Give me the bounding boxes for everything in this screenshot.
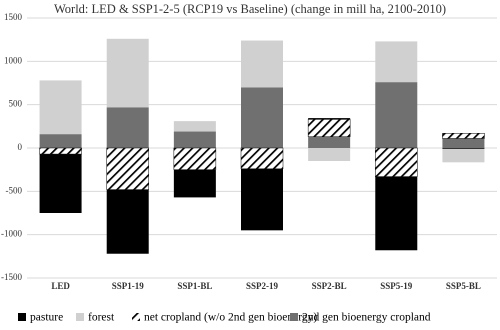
legend-swatch	[76, 313, 84, 321]
legend-label: 2nd gen bioenergy cropland	[302, 312, 431, 324]
bar-segment	[39, 80, 82, 135]
bar-segment	[241, 168, 283, 231]
chart-title: World: LED & SSP1-2-5 (RCP19 vs Baseline…	[54, 2, 446, 16]
y-tick-label: 1000	[4, 55, 23, 65]
y-tick-label: -1500	[1, 272, 22, 282]
bar-segment	[106, 107, 149, 148]
bar-segment	[307, 119, 351, 137]
y-tick-label: 0	[18, 142, 23, 152]
bar-segment	[39, 154, 82, 213]
bar-segment	[173, 147, 217, 170]
legend-label: net cropland (w/o 2nd gen bioenergy)	[144, 312, 317, 324]
legend-label: pasture	[30, 312, 63, 324]
bar-segment	[375, 82, 418, 148]
bar-segment	[442, 148, 485, 149]
bar-segment	[308, 148, 351, 161]
y-tick-label: 500	[9, 99, 23, 109]
bar-segment	[173, 169, 216, 198]
bar-segment	[240, 147, 284, 170]
y-tick-label: -1000	[1, 229, 22, 239]
bar-segment	[442, 133, 485, 139]
legend-swatch	[18, 313, 26, 321]
legend-swatch	[132, 313, 140, 321]
bar-segment	[173, 131, 216, 148]
legend-swatch	[290, 313, 298, 321]
bar-segment	[308, 118, 351, 120]
bar-segment	[241, 87, 283, 148]
x-tick-label: SSP5-BL	[446, 281, 481, 291]
bar-segment	[442, 138, 485, 148]
bar-segment	[308, 136, 351, 148]
bar-segment	[39, 134, 82, 148]
bar-segment	[375, 147, 418, 177]
bar-segment	[375, 176, 418, 251]
bar-segment	[106, 147, 149, 190]
bar-segment	[106, 189, 149, 254]
y-tick-label: -500	[6, 185, 23, 195]
bar-segment	[39, 147, 82, 155]
x-tick-label: SSP2-BL	[312, 281, 347, 291]
x-tick-label: SSP5-19	[380, 281, 413, 291]
bar-segment	[375, 41, 418, 83]
bar-segment	[173, 121, 216, 132]
y-tick-label: 1500	[4, 12, 23, 22]
bar-segment	[442, 148, 485, 163]
x-tick-label: SSP1-BL	[177, 281, 212, 291]
bar-segment	[241, 40, 283, 88]
legend-label: forest	[88, 312, 115, 324]
bar-segment	[106, 38, 149, 108]
x-tick-label: SSP1-19	[112, 281, 145, 291]
x-tick-label: SSP2-19	[246, 281, 279, 291]
x-tick-label: LED	[51, 281, 70, 291]
